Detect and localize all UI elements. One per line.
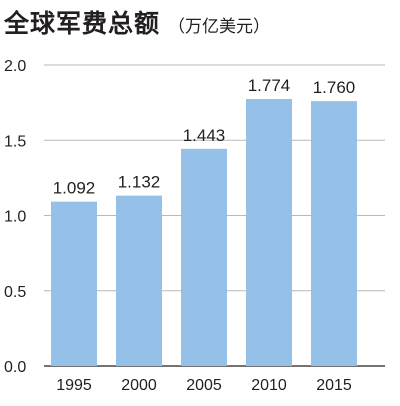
bar-2005	[181, 148, 227, 366]
x-tick-label: 2000	[121, 377, 157, 394]
bar-2000	[116, 195, 162, 366]
y-tick-label: 1.5	[4, 133, 26, 150]
x-tick-label: 2005	[186, 377, 222, 394]
data-label: 1.443	[183, 126, 226, 145]
y-tick-label: 2.0	[4, 58, 26, 75]
y-tick-label: 1.0	[4, 209, 26, 226]
data-label: 1.774	[248, 76, 291, 95]
data-label: 1.760	[313, 78, 356, 97]
bar-2010	[246, 99, 292, 366]
x-tick-label: 2010	[251, 377, 287, 394]
y-tick-label: 0.5	[4, 284, 26, 301]
x-tick-label: 2015	[316, 377, 352, 394]
bar-2015	[311, 101, 357, 367]
chart-subtitle: （万亿美元）	[168, 17, 271, 37]
data-label: 1.132	[118, 173, 161, 192]
y-tick-label: 0.0	[4, 359, 26, 376]
bar-1995	[51, 201, 97, 366]
data-label: 1.092	[53, 179, 96, 198]
x-tick-label: 1995	[56, 377, 92, 394]
title-row: 全球军费总额 （万亿美元）	[4, 4, 270, 40]
chart-title: 全球军费总额	[4, 9, 161, 38]
